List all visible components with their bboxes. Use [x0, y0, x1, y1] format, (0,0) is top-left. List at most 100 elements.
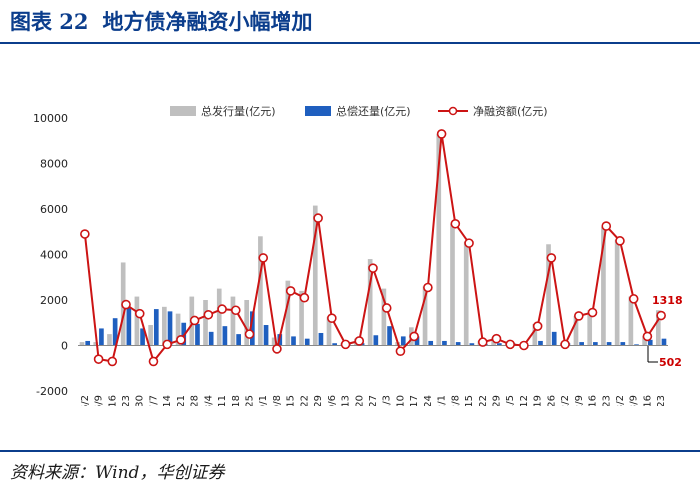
net-financing-point — [477, 337, 488, 347]
net-financing-point — [601, 221, 612, 231]
x-tick-label: 2025/2/23 — [601, 395, 612, 406]
bar-issuance — [326, 317, 332, 346]
x-tick-label: 2024/11/10 — [395, 395, 406, 406]
x-tick-label: 2024/6/9 — [94, 395, 105, 406]
bar-issuance — [79, 342, 85, 346]
net-financing-point — [615, 236, 625, 246]
bar-repayment — [606, 342, 612, 346]
net-financing-point — [381, 303, 392, 313]
bar-repayment — [620, 342, 626, 346]
bar-repayment — [414, 336, 420, 346]
figure-label: 图表 22 — [10, 9, 89, 34]
annotations: 1318 502 — [647, 294, 683, 369]
x-tick-label: 2024/10/20 — [354, 395, 365, 406]
bar-issuance — [175, 313, 181, 346]
net-financing-point — [560, 339, 570, 350]
bar-repayment — [647, 339, 653, 346]
x-tick-label: 2025/3/9 — [629, 395, 640, 406]
bar-issuance — [601, 227, 606, 346]
net-financing-point — [409, 331, 419, 342]
bar-repayment — [455, 342, 461, 346]
net-financing-point — [546, 253, 557, 263]
bar-repayment — [400, 336, 406, 346]
bar-repayment — [373, 335, 379, 346]
net-financing-point — [628, 294, 639, 304]
net-financing-chart: 总发行量(亿元) 总偿还量(亿元) 净融资额(亿元) -2000 0 2000 400… — [33, 104, 683, 406]
legend-label-net: 净融资额(亿元) — [473, 104, 548, 118]
x-tick-label: 2025/2/9 — [574, 395, 585, 406]
bar-repayment — [469, 343, 475, 346]
bar-repayment — [593, 342, 598, 346]
x-tick-label: 2024/8/11 — [217, 395, 228, 406]
x-tick-label: 2024/9/8 — [272, 395, 283, 406]
y-tick-label: 2000 — [40, 294, 68, 307]
x-tick-label: 2024/10/13 — [341, 395, 352, 406]
net-financing-point — [285, 286, 296, 296]
y-tick-label: 4000 — [40, 249, 68, 262]
net-financing-point — [587, 307, 598, 318]
x-tick-label: 2024/9/29 — [313, 395, 324, 406]
bar-repayment — [236, 334, 241, 346]
bar-repayment — [538, 340, 543, 346]
y-tick-label: 8000 — [40, 158, 68, 171]
bar-repayment — [263, 325, 269, 346]
net-financing-point — [505, 339, 516, 350]
x-tick-label: 2024/9/15 — [286, 395, 297, 406]
x-tick-label: 2024/12/29 — [491, 395, 502, 406]
legend-marker-net — [448, 106, 458, 116]
net-financing-point — [148, 356, 159, 367]
net-financing-point — [244, 329, 255, 339]
x-tick-label: 2025/3/23 — [656, 395, 667, 406]
y-axis: -2000 0 2000 4000 6000 8000 10000 — [33, 112, 68, 398]
bar-issuance — [244, 300, 250, 346]
bar-repayment — [551, 331, 557, 346]
bar-issuance — [107, 334, 112, 346]
net-financing-point — [162, 339, 172, 350]
bar-repayment — [250, 311, 255, 346]
net-financing-point — [450, 218, 461, 229]
x-tick-label: 2024/8/25 — [245, 395, 256, 406]
net-financing-point — [272, 344, 282, 354]
bar-issuance — [230, 296, 236, 346]
net-financing-point — [217, 304, 227, 314]
bar-issuance — [367, 259, 373, 346]
bar-issuance — [614, 239, 620, 346]
y-tick-label: -2000 — [36, 385, 68, 398]
net-financing-point — [340, 339, 351, 350]
net-financing-point — [491, 333, 502, 344]
bar-repayment — [85, 340, 91, 346]
bar-issuance — [216, 288, 222, 346]
net-financing-point — [327, 313, 337, 323]
net-financing-point — [532, 321, 543, 331]
x-tick-label: 2024/12/22 — [478, 395, 489, 406]
bar-issuance — [299, 290, 304, 346]
bar-repayment — [579, 342, 584, 346]
bar-issuance — [463, 241, 469, 346]
net-financing-point — [574, 311, 584, 321]
bar-issuance — [546, 244, 551, 346]
x-tick-label: 2024/12/15 — [464, 395, 475, 406]
bar-repayment — [332, 343, 338, 346]
x-tick-label: 2025/1/26 — [546, 395, 557, 406]
x-tick-label: 2025/2/2 — [560, 395, 571, 406]
x-tick-label: 2024/11/3 — [382, 395, 393, 406]
bar-repayment — [304, 338, 310, 346]
net-financing-point — [395, 346, 406, 356]
bar-repayment — [140, 328, 145, 346]
net-financing-point — [93, 354, 104, 364]
x-tick-label: 2025/3/16 — [642, 395, 653, 406]
x-axis: 2024/6/22024/6/92024/6/162024/6/232024/6… — [80, 395, 667, 406]
bar-repayment — [195, 323, 200, 346]
bar-repayment — [208, 331, 214, 346]
net-financing-point — [80, 229, 90, 239]
y-tick-label: 6000 — [40, 203, 68, 216]
legend-label-issuance: 总发行量(亿元) — [201, 104, 276, 118]
bar-repayment — [496, 343, 502, 346]
net-financing-point — [134, 308, 145, 319]
net-financing-point — [436, 129, 447, 139]
net-financing-point — [656, 310, 666, 321]
source-note: 资料来源：Wind，华创证券 — [10, 463, 225, 483]
net-financing-point — [464, 238, 474, 248]
bar-repayment — [167, 311, 173, 346]
bar-issuance — [436, 133, 442, 346]
